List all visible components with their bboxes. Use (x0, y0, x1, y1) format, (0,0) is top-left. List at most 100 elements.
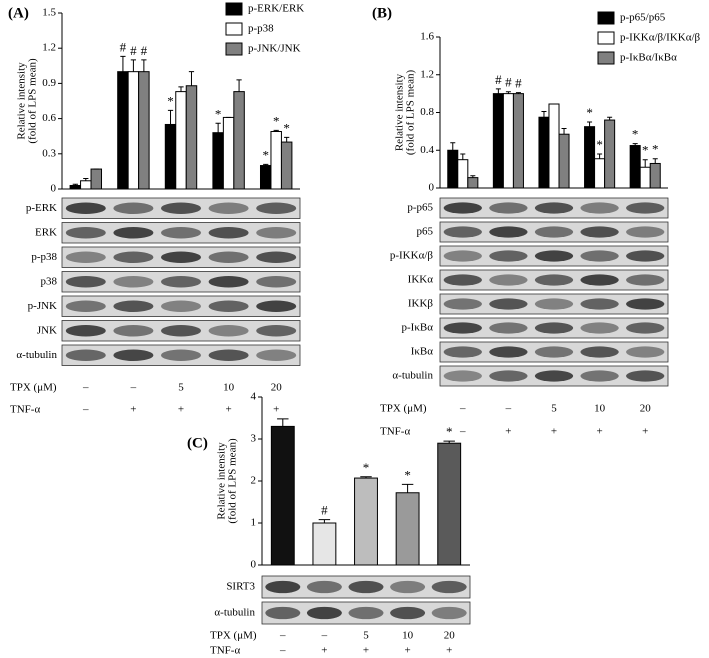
treatment-value: – (459, 403, 466, 415)
treatment-value: + (225, 404, 231, 416)
legend-label: p-IκBα/IκBα (620, 52, 677, 64)
error-bar (360, 476, 372, 479)
blot-band (534, 346, 574, 358)
bar (185, 85, 198, 190)
blot-band (113, 251, 154, 263)
blot-label: p-p38 (31, 251, 57, 263)
blot-band (113, 349, 154, 361)
blot-band (534, 202, 574, 214)
treatment-value: + (363, 645, 369, 657)
bar (117, 71, 129, 190)
error-bar (470, 175, 476, 178)
significance-mark: # (141, 43, 148, 58)
blot-band (534, 226, 574, 238)
blot-band (580, 250, 619, 262)
error-bar (495, 88, 501, 94)
bar (492, 93, 504, 189)
bar (512, 93, 524, 189)
error-bar (318, 519, 331, 523)
blot-band (65, 325, 106, 337)
error-bar (597, 153, 603, 159)
treatment-value: 5 (551, 403, 557, 415)
error-bar (505, 91, 511, 94)
blot-band (580, 346, 619, 358)
significance-mark: # (495, 72, 502, 87)
legend-label: p-JNK/JNK (248, 43, 301, 55)
treatment-value: 10 (402, 630, 414, 642)
blot-band (208, 251, 249, 263)
blot-band (580, 322, 619, 334)
y-tick-label: 1.5 (42, 7, 56, 19)
blot-label: IKKα (408, 274, 434, 286)
treatment-value: – (130, 382, 137, 394)
treatment-value: + (273, 404, 279, 416)
y-tick-label: 0 (51, 183, 57, 195)
bar (467, 177, 479, 189)
error-bar (642, 159, 648, 168)
legend-label: p-ERK/ERK (248, 3, 304, 15)
y-tick-label: 0.4 (420, 144, 434, 156)
significance-mark: * (596, 137, 603, 152)
blot-band (256, 276, 297, 288)
treatment-value: – (505, 403, 512, 415)
error-bar (284, 136, 290, 143)
blot-band (443, 298, 482, 310)
bar (222, 116, 235, 190)
blot-band (256, 227, 297, 239)
significance-mark: * (632, 127, 639, 142)
significance-mark: * (167, 93, 174, 108)
treatment-label: TNF-α (210, 645, 240, 657)
y-tick-label: 1.2 (420, 68, 434, 80)
blot-band (65, 227, 106, 239)
blot-band (161, 325, 201, 337)
y-tick-label: 3 (251, 433, 257, 445)
significance-mark: # (515, 76, 522, 91)
significance-mark: # (321, 503, 328, 518)
y-tick-label: 0.6 (42, 112, 56, 124)
blot-band (580, 298, 619, 310)
blot-label: p-IκBα (402, 322, 434, 334)
blot-band (265, 580, 301, 594)
treatment-label: TPX (μM) (210, 630, 257, 642)
legend-swatch (597, 11, 615, 25)
blot-band (65, 251, 106, 263)
blot-label: p65 (417, 226, 434, 238)
bar (175, 91, 187, 190)
blot-band (348, 606, 384, 620)
blot-band (256, 325, 297, 337)
blot-band (161, 251, 201, 263)
bar (639, 166, 651, 189)
significance-mark: * (363, 460, 370, 475)
treatment-value: + (130, 404, 136, 416)
treatment-value: – (82, 382, 89, 394)
legend-label: p-p38 (248, 23, 274, 35)
significance-mark: * (652, 142, 659, 157)
legend-label: p-p65/p65 (620, 12, 666, 24)
blot-band (208, 227, 249, 239)
bar (233, 91, 245, 190)
y-tick-label: 0 (251, 559, 257, 571)
blot-band (256, 202, 297, 214)
blot-band (626, 274, 665, 286)
blot-band (443, 370, 482, 382)
error-bar (215, 122, 221, 133)
y-axis-label: (fold of LPS mean) (27, 58, 39, 144)
bar (558, 133, 570, 189)
error-bar (72, 183, 78, 186)
blot-band (208, 300, 249, 312)
bar (354, 477, 378, 566)
blot-band (113, 300, 154, 312)
significance-mark: * (404, 467, 411, 482)
blot-band (161, 349, 201, 361)
blot-label: α-tubulin (392, 370, 433, 382)
error-bar (273, 129, 279, 132)
panel-label: (A) (8, 5, 29, 21)
significance-mark: * (273, 113, 280, 128)
significance-mark: * (586, 105, 593, 120)
error-bar (450, 142, 456, 151)
blot-band (443, 226, 482, 238)
treatment-label: TPX (μM) (10, 382, 57, 394)
legend-swatch (597, 31, 615, 45)
legend-swatch (225, 22, 243, 36)
